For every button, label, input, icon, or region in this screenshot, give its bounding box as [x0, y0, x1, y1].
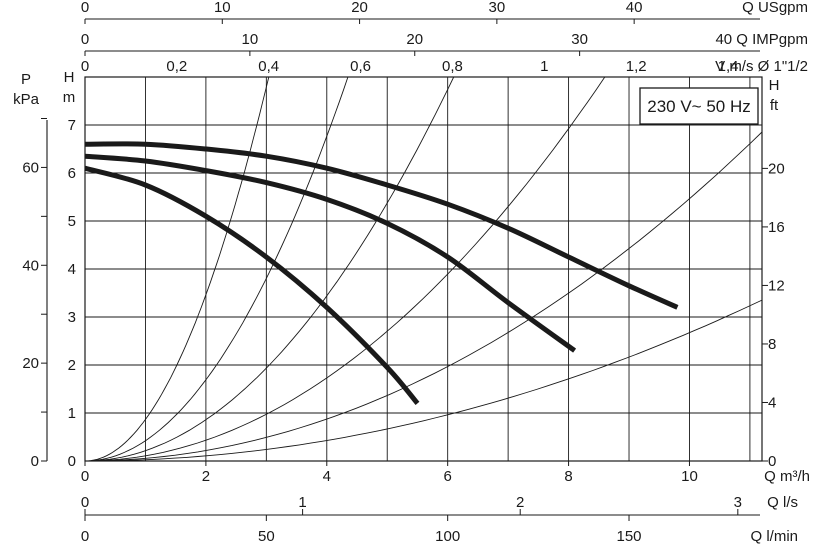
badge-frame: [639, 87, 759, 125]
top-tick-label-velocity: 0,6: [350, 58, 371, 75]
top-tick-label-impgpm: 30: [571, 31, 588, 48]
bottom-tick-label-ls: 1: [298, 494, 306, 511]
top-tick-label-velocity: 0,8: [442, 58, 463, 75]
kpa-tick-label: 20: [22, 355, 39, 372]
pump-curve-speed-1: [84, 165, 420, 406]
kpa-axis-label-unit: kPa: [13, 91, 40, 108]
bottom-tick-label-lmin: 100: [435, 528, 460, 545]
kpa-tick-label: 40: [22, 257, 39, 274]
top-axis-label-usgpm: Q USgpm: [742, 0, 808, 16]
bottom-tick-label-ls: 0: [81, 494, 89, 511]
ft-tick-label: 16: [768, 219, 785, 236]
tick-label-y: 2: [68, 357, 76, 374]
ft-tick-label: 0: [768, 453, 776, 470]
bottom-tick-label-lmin: 0: [81, 528, 89, 545]
y-axis-label-unit: m: [63, 89, 76, 106]
ft-axis-label-unit: ft: [770, 97, 779, 114]
top-tick-label-usgpm: 10: [214, 0, 231, 16]
top-tick-label-impgpm: 20: [406, 31, 423, 48]
bottom-axis-label-lmin: Q l/min: [750, 528, 798, 545]
ft-tick-label: 12: [768, 277, 785, 294]
top-tick-label-velocity: 0,4: [258, 58, 279, 75]
tick-label-x: 2: [202, 468, 210, 485]
pump-curve-speed-2: [84, 153, 577, 353]
system-curve-4: [84, 76, 606, 462]
top-tick-label-velocity: 0,2: [166, 58, 187, 75]
pump-curve-speed-3: [84, 141, 679, 310]
kpa-tick-label: 0: [31, 453, 39, 470]
kpa-axis-label-p: P: [21, 71, 31, 88]
kpa-tick-label: 60: [22, 159, 39, 176]
system-curve-6: [85, 299, 763, 462]
top-tick-label-usgpm: 20: [351, 0, 368, 16]
top-tick-label-velocity: 1,4: [718, 58, 739, 75]
tick-label-y: 4: [68, 261, 76, 278]
tick-label-x: 8: [564, 468, 572, 485]
top-tick-label-usgpm: 30: [489, 0, 506, 16]
pump-curves: [84, 141, 679, 406]
ft-tick-label: 8: [768, 336, 776, 353]
voltage-badge: 230 V~ 50 Hz: [639, 87, 759, 125]
tick-label-y: 0: [68, 453, 76, 470]
tick-label-x: 4: [323, 468, 331, 485]
tick-label-y: 6: [68, 165, 76, 182]
tick-label-y: 1: [68, 405, 76, 422]
top-tick-label-impgpm: 0: [81, 31, 89, 48]
grid: [84, 76, 763, 462]
bottom-tick-label-lmin: 50: [258, 528, 275, 545]
system-curve-3: [84, 76, 455, 462]
top-axis-label-impgpm: 40 Q IMPgpm: [715, 31, 808, 48]
tick-label-x: 10: [681, 468, 698, 485]
top-tick-label-velocity: 1,2: [626, 58, 647, 75]
top-tick-label-velocity: 1: [540, 58, 548, 75]
top-axis-label-velocity: V m/s Ø 1"1/2: [715, 58, 808, 75]
system-curve-5: [84, 131, 763, 462]
bottom-tick-label-ls: 2: [516, 494, 524, 511]
top-tick-label-usgpm: 0: [81, 0, 89, 16]
tick-label-x: 6: [444, 468, 452, 485]
ft-axis-label-h: H: [769, 77, 780, 94]
bottom-axis-label-ls: Q l/s: [767, 494, 798, 511]
top-tick-label-velocity: 0: [81, 58, 89, 75]
top-tick-label-usgpm: 40: [626, 0, 643, 16]
system-curve-1: [84, 76, 270, 462]
system-curves: [84, 76, 763, 462]
top-tick-label-impgpm: 10: [242, 31, 259, 48]
tick-label-y: 5: [68, 213, 76, 230]
ft-tick-label: 20: [768, 160, 785, 177]
tick-label-y: 3: [68, 309, 76, 326]
y-axis-label-h: H: [64, 69, 75, 86]
tick-label-x: 0: [81, 468, 89, 485]
tick-label-y: 7: [68, 117, 76, 134]
bottom-tick-label-ls: 3: [734, 494, 742, 511]
badge-label: 230 V~ 50 Hz: [647, 97, 751, 116]
axes: [41, 18, 768, 521]
x-axis-label: Q m³/h: [764, 468, 810, 485]
ft-tick-label: 4: [768, 394, 776, 411]
bottom-tick-label-lmin: 150: [617, 528, 642, 545]
